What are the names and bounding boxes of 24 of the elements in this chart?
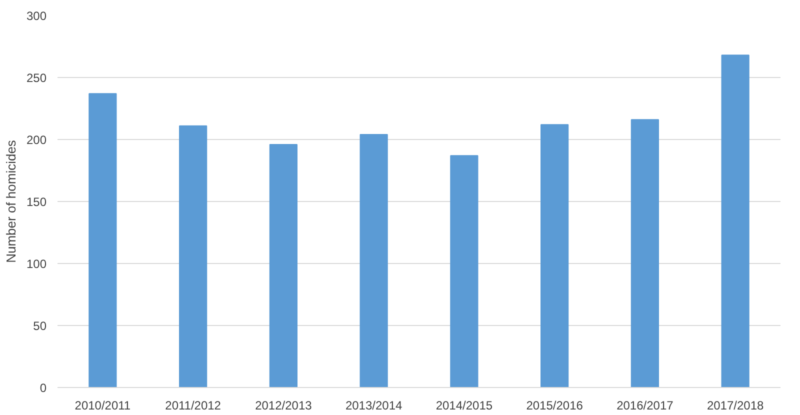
x-tick-label: 2016/2017 [616, 398, 674, 412]
bar [179, 125, 208, 388]
bar [540, 124, 569, 388]
y-tick-label: 200 [26, 133, 47, 147]
y-tick-label: 150 [26, 195, 47, 209]
x-tick-label: 2014/2015 [436, 398, 493, 412]
y-tick-label: 300 [26, 9, 47, 23]
x-tick-label: 2017/2018 [706, 398, 764, 412]
bar [450, 155, 478, 388]
bar [721, 54, 750, 388]
bar [630, 119, 659, 388]
y-tick-label: 50 [33, 319, 47, 333]
y-tick-label: 100 [26, 257, 47, 271]
y-tick-label: 250 [26, 71, 47, 85]
y-axis-title: Number of homicides [3, 140, 18, 263]
x-tick-label: 2010/2011 [74, 398, 131, 412]
y-tick-label: 0 [40, 381, 47, 395]
x-tick-label: 2015/2016 [526, 398, 584, 412]
bar [269, 144, 298, 388]
x-tick-label: 2012/2013 [255, 398, 312, 412]
x-tick-label: 2013/2014 [345, 398, 402, 412]
x-tick-label: 2011/2012 [165, 398, 222, 412]
bar [360, 134, 388, 388]
bar [88, 93, 117, 388]
